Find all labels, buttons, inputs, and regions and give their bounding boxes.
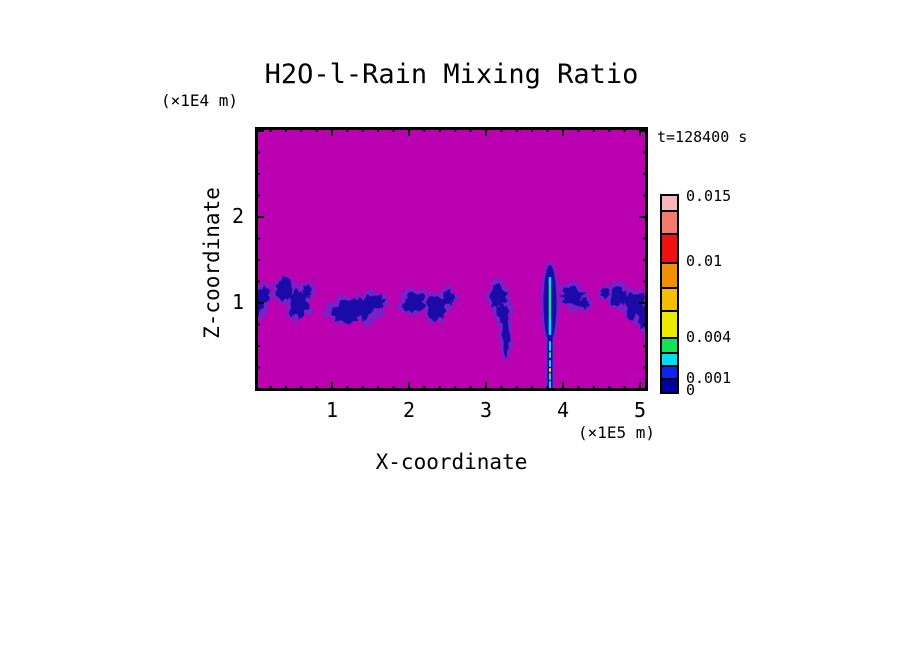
colorbar-segment [662, 210, 677, 233]
rain-patch [579, 297, 591, 310]
x-tick-label: 3 [479, 398, 493, 422]
x-axis-title: X-coordinate [375, 450, 528, 474]
colorbar-segment [662, 310, 677, 337]
time-annotation: t=128400 s [657, 128, 748, 146]
rain-patch [501, 317, 511, 358]
plot-frame [255, 127, 648, 391]
colorbar-segment [662, 337, 677, 352]
colorbar-segment [662, 262, 677, 287]
colorbar-segment [662, 365, 677, 378]
strong-cell-core-segment [549, 381, 551, 389]
x-tick-label: 5 [633, 398, 647, 422]
strong-cell-core-segment [549, 352, 551, 358]
rain-patch [558, 285, 587, 306]
colorbar-segment [662, 233, 677, 262]
rain-patch [489, 283, 509, 310]
colorbar-tick-label: 0.001 [686, 369, 732, 387]
rain-patch [275, 276, 293, 302]
chart-title: H2O-l-Rain Mixing Ratio [264, 59, 639, 90]
x-tick-label: 4 [556, 398, 570, 422]
y-tick-label: 2 [231, 204, 244, 228]
colorbar-tick-label: 0.01 [686, 252, 723, 270]
strong-cell-core-segment [549, 341, 551, 351]
colorbar-tick-label: 0.015 [686, 187, 732, 205]
colorbar-segment [662, 287, 677, 310]
heatmap-plot-area [255, 127, 648, 391]
field-layer [255, 127, 648, 391]
strong-cell-core-segment [549, 285, 551, 319]
strong-cell-core-segment [549, 368, 551, 372]
x-tick-label: 1 [325, 398, 339, 422]
x-axis-unit-label: (×1E5 m) [577, 423, 655, 442]
x-tick-label: 2 [402, 398, 416, 422]
rain-patch [600, 287, 611, 300]
rain-patch [496, 302, 510, 324]
y-tick-label: 1 [231, 290, 244, 314]
rain-patch [302, 284, 312, 299]
zero-field-background [255, 127, 648, 391]
colorbar-tick-label: 0.004 [686, 328, 732, 346]
rain-patch [258, 285, 271, 303]
colorbar-tick-label: 0 [686, 381, 696, 399]
heatmap-plot-svg [255, 127, 648, 391]
y-axis-unit-label: (×1E4 m) [161, 91, 239, 110]
colorbar [660, 194, 679, 394]
rain-patch [443, 288, 456, 306]
strong-cell-core-segment [549, 373, 551, 380]
colorbar-segment [662, 196, 677, 210]
rain-patch [401, 291, 427, 314]
rain-patch [622, 291, 645, 321]
rain-patch [425, 295, 447, 323]
colorbar-segment [662, 352, 677, 365]
y-axis-title: Z-coordinate [200, 187, 224, 339]
colorbar-segment [662, 378, 677, 392]
rain-patch [367, 293, 387, 309]
strong-cell-core-segment [549, 360, 551, 367]
rain-patch [610, 286, 629, 307]
